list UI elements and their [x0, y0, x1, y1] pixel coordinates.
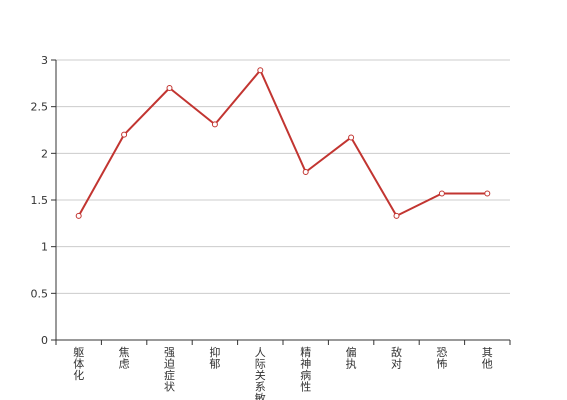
x-tick-label: 偏执	[346, 345, 357, 371]
x-tick-label: 敌对	[391, 345, 402, 371]
data-point	[257, 67, 264, 74]
y-tick-label: 2.5	[31, 101, 49, 114]
axis-layer: 0 0.5 1 1.5 2 2.5 3 躯体化 焦虑 强迫症状 抑郁 人际关系敏感 精神病性 偏执 敌对 恐怖…	[31, 54, 511, 400]
series-layer	[75, 67, 491, 219]
y-tick-label: 3	[41, 54, 48, 67]
y-tick-label: 1.5	[31, 194, 49, 207]
x-tick-label: 躯体化	[73, 346, 84, 382]
data-point	[438, 190, 445, 197]
y-tick-label: 0.5	[31, 287, 49, 300]
y-tick-label: 1	[41, 241, 48, 254]
grid-layer	[56, 59, 510, 294]
data-point	[121, 131, 128, 138]
x-tick-label: 人际关系敏感	[255, 346, 266, 400]
x-tick-label: 精神病性	[300, 346, 311, 394]
x-tick-label: 焦虑	[119, 346, 130, 371]
data-point	[75, 212, 82, 219]
data-point	[393, 212, 400, 219]
y-tick-label: 2	[41, 147, 48, 160]
data-point	[302, 169, 309, 175]
data-point	[484, 190, 491, 197]
x-tick-label: 强迫症状	[164, 346, 175, 394]
x-tick-label: 抑郁	[209, 345, 220, 371]
data-point	[348, 134, 355, 141]
series-line	[77, 69, 489, 217]
x-tick-label: 恐怖	[436, 346, 447, 371]
x-tick-label: 其他	[482, 346, 493, 371]
y-tick-label: 0	[41, 334, 48, 347]
data-point	[166, 85, 173, 91]
data-point	[211, 121, 218, 128]
